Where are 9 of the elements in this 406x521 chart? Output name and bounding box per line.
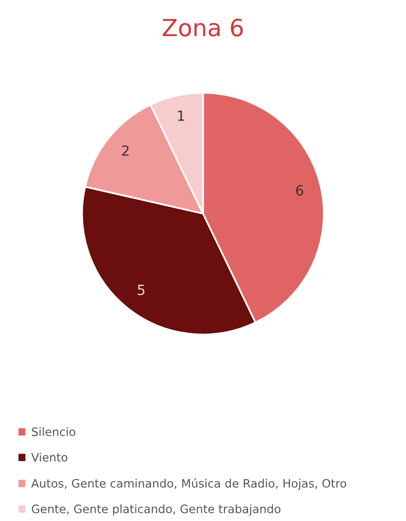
legend-label: Autos, Gente caminando, Música de Radio, Hojas, Otro <box>31 478 346 490</box>
data-label: 5 <box>138 284 144 296</box>
chart-title: Zona 6 <box>162 18 243 37</box>
legend-label: Gente, Gente platicando, Gente trabajando <box>32 504 280 516</box>
legend-label: Viento <box>31 452 68 462</box>
data-label: 1 <box>178 110 184 121</box>
data-label: 6 <box>296 185 304 196</box>
legend-label: Silencio <box>32 427 76 436</box>
data-label: 2 <box>122 145 129 156</box>
